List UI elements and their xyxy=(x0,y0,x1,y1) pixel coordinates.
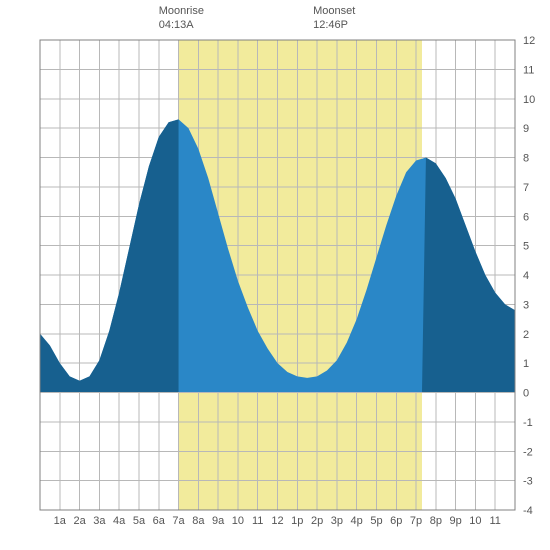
x-tick-label: 5a xyxy=(133,515,146,527)
y-tick-label: 0 xyxy=(523,388,529,400)
y-tick-label: 6 xyxy=(523,211,529,223)
y-tick-label: -1 xyxy=(523,417,533,429)
y-tick-label: 10 xyxy=(523,94,535,106)
x-tick-label: 2a xyxy=(73,515,86,527)
y-tick-label: 1 xyxy=(523,358,529,370)
x-tick-label: 7a xyxy=(172,515,185,527)
x-tick-label: 5p xyxy=(370,515,382,527)
x-tick-label: 4a xyxy=(113,515,126,527)
y-tick-label: 3 xyxy=(523,299,529,311)
x-tick-label: 11 xyxy=(489,515,500,527)
y-tick-label: -4 xyxy=(523,505,533,517)
y-tick-label: -2 xyxy=(523,446,533,458)
y-tick-label: 7 xyxy=(523,182,529,194)
tide-chart: 1a2a3a4a5a6a7a8a9a1011121p2p3p4p5p6p7p8p… xyxy=(0,0,550,550)
x-tick-label: 2p xyxy=(311,515,323,527)
moonrise-time: 04:13A xyxy=(159,19,195,31)
moonset-time: 12:46P xyxy=(313,19,348,31)
y-tick-label: 9 xyxy=(523,123,529,135)
x-tick-label: 1a xyxy=(54,515,67,527)
x-tick-label: 1p xyxy=(291,515,303,527)
x-tick-label: 3a xyxy=(93,515,106,527)
y-tick-label: 4 xyxy=(523,270,529,282)
x-tick-label: 6p xyxy=(390,515,402,527)
x-tick-label: 8p xyxy=(430,515,442,527)
y-tick-label: -3 xyxy=(523,476,533,488)
chart-svg: 1a2a3a4a5a6a7a8a9a1011121p2p3p4p5p6p7p8p… xyxy=(0,0,550,550)
x-tick-label: 9a xyxy=(212,515,225,527)
x-tick-label: 7p xyxy=(410,515,422,527)
y-tick-label: 8 xyxy=(523,153,529,165)
x-tick-label: 11 xyxy=(252,515,263,527)
y-tick-label: 2 xyxy=(523,329,529,341)
x-tick-label: 6a xyxy=(153,515,166,527)
x-tick-label: 9p xyxy=(450,515,462,527)
y-tick-label: 5 xyxy=(523,241,529,253)
x-tick-label: 3p xyxy=(331,515,343,527)
x-tick-label: 12 xyxy=(271,515,283,527)
x-tick-label: 10 xyxy=(232,515,244,527)
y-tick-label: 11 xyxy=(523,64,534,76)
x-tick-label: 8a xyxy=(192,515,205,527)
moonrise-label: Moonrise xyxy=(159,5,204,17)
moonset-label: Moonset xyxy=(313,5,355,17)
y-tick-label: 12 xyxy=(523,35,535,47)
x-tick-label: 4p xyxy=(351,515,363,527)
x-tick-label: 10 xyxy=(469,515,481,527)
